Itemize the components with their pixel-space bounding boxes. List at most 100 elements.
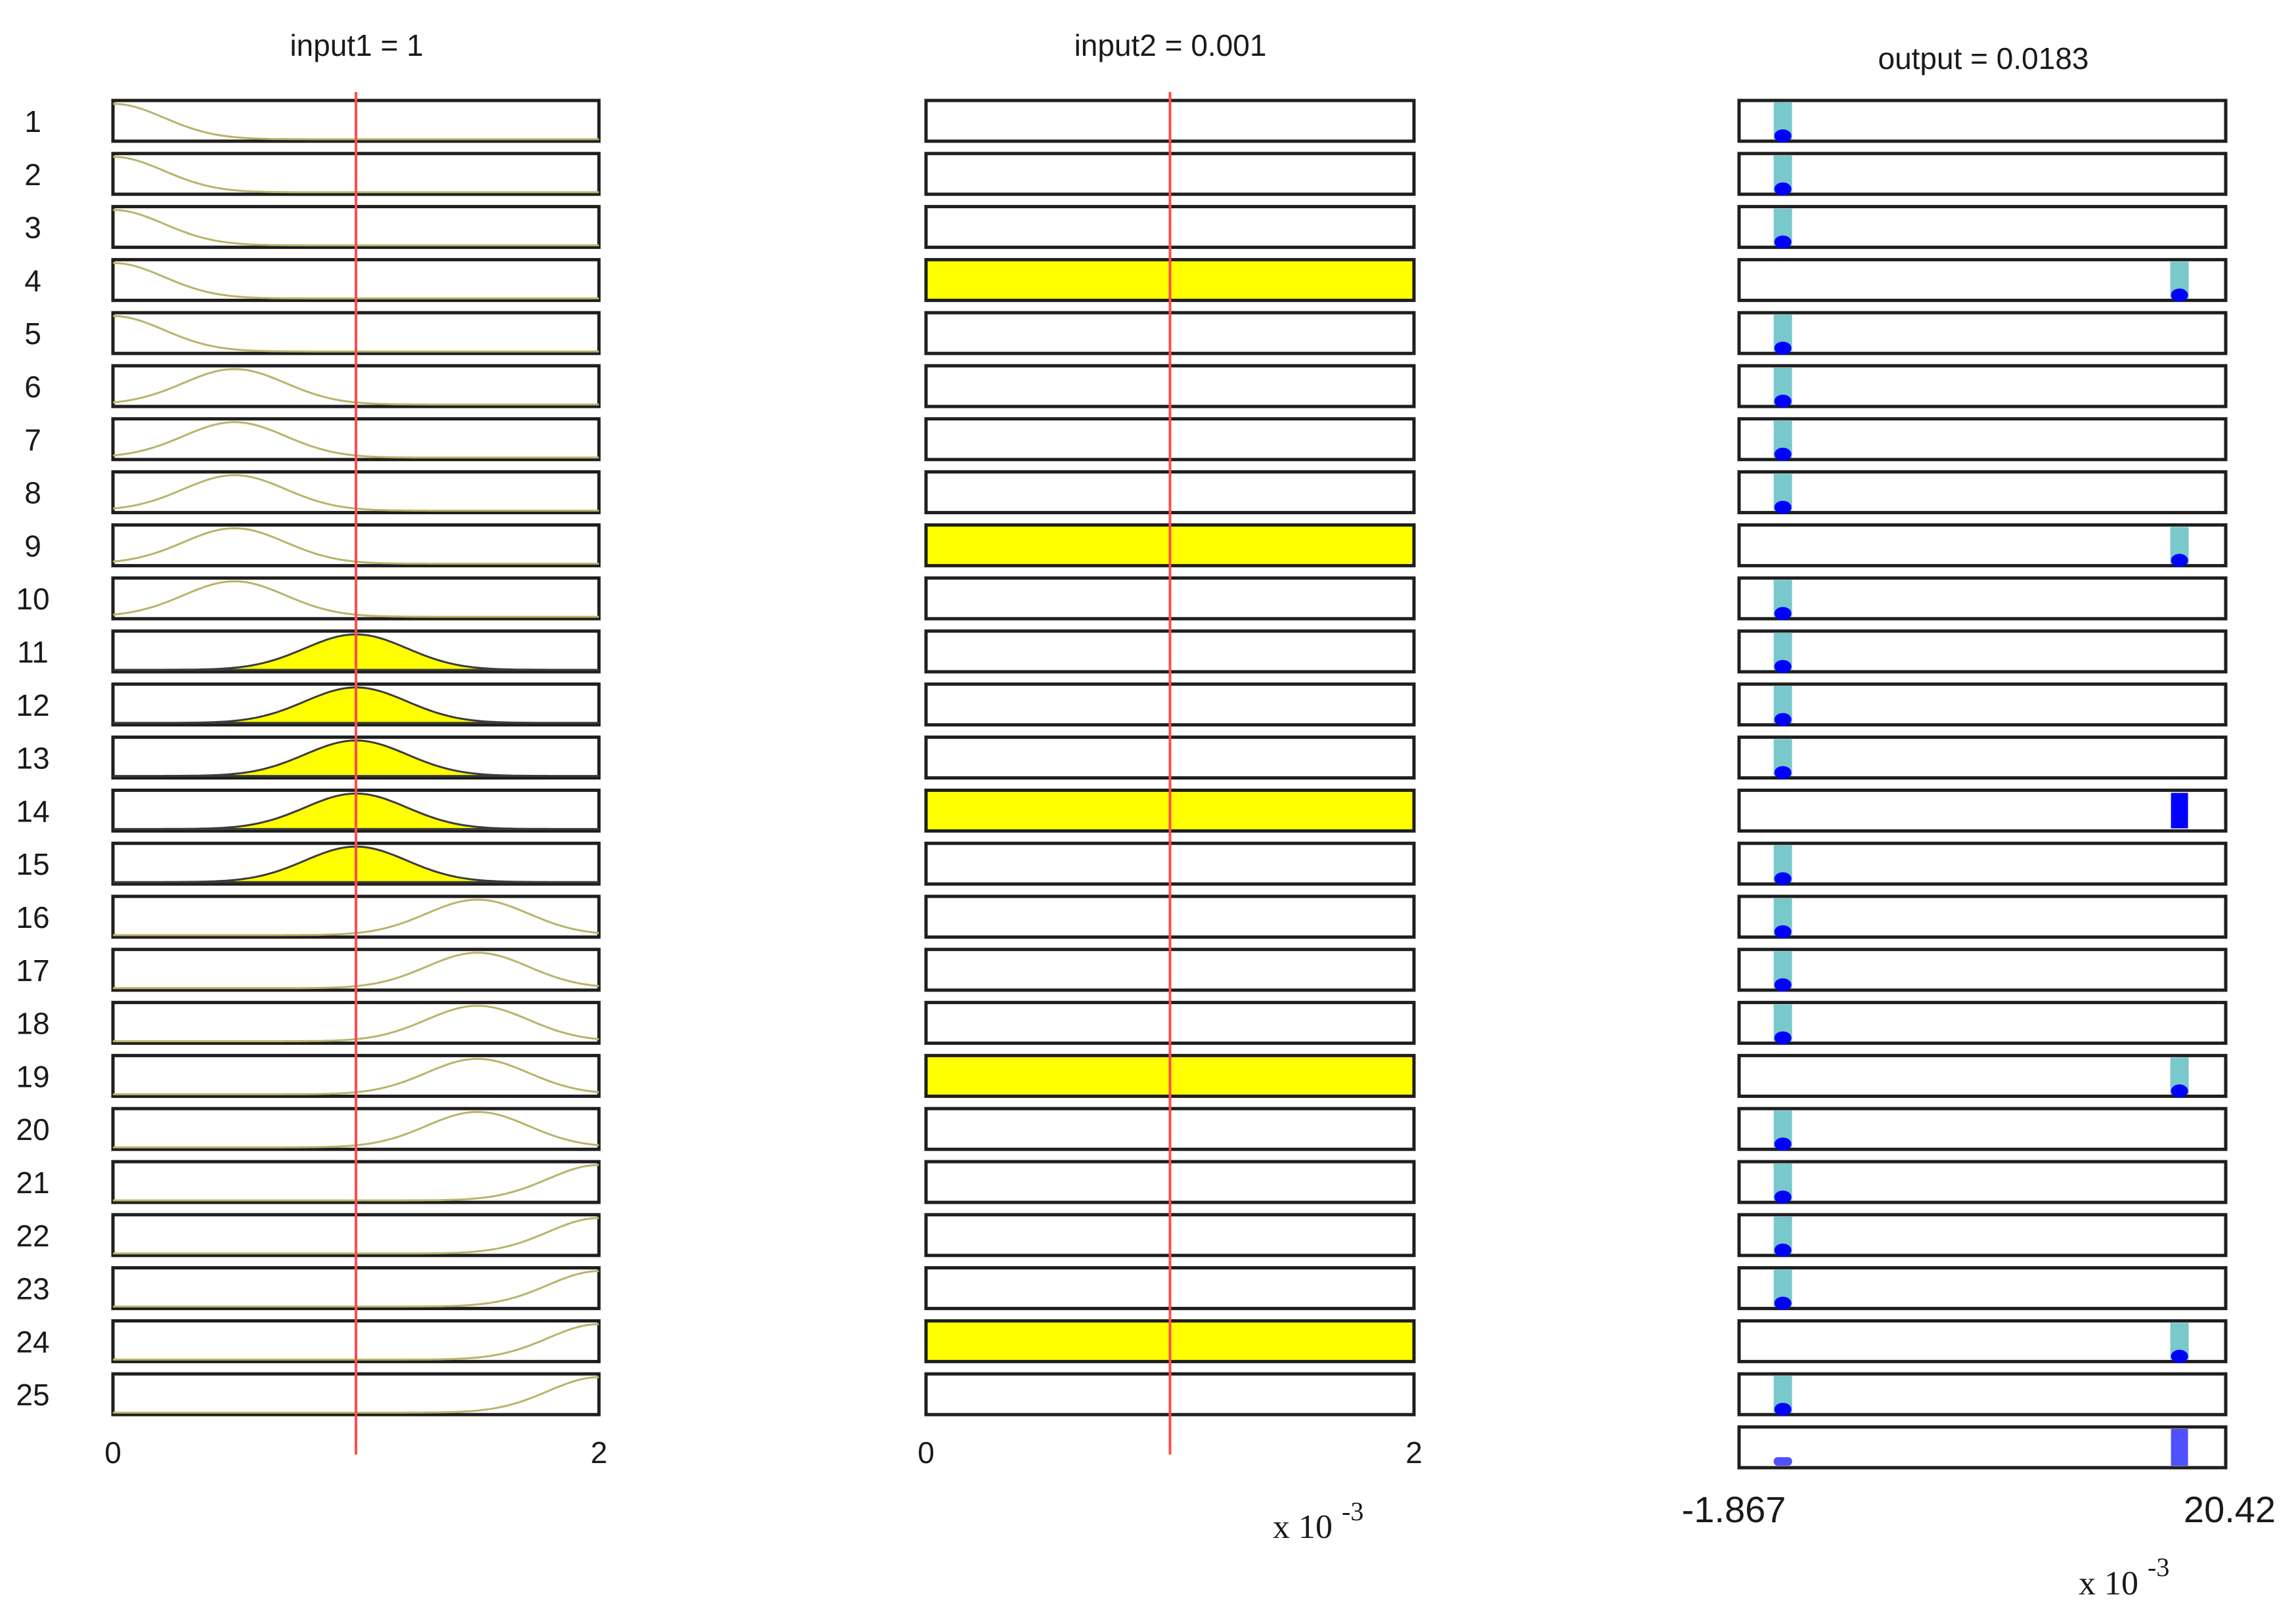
output-rule-cell[interactable]	[1737, 311, 2228, 355]
input1-column: input1 = 1 0 2	[104, 28, 607, 1470]
output-dot	[1774, 182, 1792, 196]
output-cell-frame	[1737, 576, 2228, 621]
input2-scale-exponent: -3	[1342, 1497, 1363, 1526]
rule-number: 24	[16, 1325, 49, 1359]
output-dot	[1774, 1243, 1792, 1257]
input2-tick-min: 0	[917, 1436, 935, 1470]
output-cell-frame	[1737, 841, 2228, 886]
output-rule-cell[interactable]	[1737, 1372, 2228, 1416]
output-dot	[2171, 1349, 2188, 1363]
output-cell-frame	[1737, 735, 2228, 780]
rule-number: 17	[16, 953, 49, 988]
output-dot	[1774, 1296, 1792, 1310]
output-rule-cell[interactable]	[1737, 523, 2228, 567]
rule-number: 21	[16, 1166, 49, 1200]
output-dot	[2171, 288, 2188, 302]
output-rule-cell[interactable]	[1737, 894, 2228, 939]
output-dot	[1774, 607, 1792, 621]
output-cell-frame	[1737, 523, 2228, 567]
rule-number: 4	[24, 263, 41, 297]
output-dot	[1774, 129, 1792, 142]
rule-number: 7	[24, 423, 41, 457]
output-cell-frame	[1737, 311, 2228, 355]
output-dot	[1774, 1191, 1792, 1204]
output-rule-cell[interactable]	[1737, 1266, 2228, 1311]
output-rule-cell[interactable]	[1737, 417, 2228, 462]
output-rule-cell[interactable]	[1737, 841, 2228, 886]
rule-number: 11	[17, 635, 49, 669]
input2-title: input2 = 0.001	[1074, 28, 1267, 62]
output-title: output = 0.0183	[1878, 41, 2088, 76]
output-cell-frame	[1737, 788, 2228, 833]
output-rule-cell[interactable]	[1737, 205, 2228, 250]
output-cell-frame	[1737, 1319, 2228, 1363]
output-dot	[2171, 1084, 2188, 1098]
output-dot	[1774, 1403, 1792, 1416]
output-bar-fired	[2171, 793, 2188, 829]
output-dot	[2171, 554, 2188, 567]
output-cell-frame	[1737, 99, 2228, 143]
rule-number: 19	[16, 1059, 49, 1093]
output-aggregate-cell[interactable]	[1737, 1425, 2228, 1470]
output-rule-cell[interactable]	[1737, 1107, 2228, 1151]
output-rule-cell[interactable]	[1737, 682, 2228, 727]
rule-number: 12	[16, 688, 49, 722]
output-rule-cell[interactable]	[1737, 1319, 2228, 1363]
input1-tick-min: 0	[104, 1436, 121, 1470]
output-rule-cell[interactable]	[1737, 364, 2228, 408]
output-range-min: -1.867	[1682, 1489, 1786, 1530]
output-dot	[1774, 447, 1792, 461]
output-cell-frame	[1737, 1160, 2228, 1204]
output-cell-frame	[1737, 1053, 2228, 1098]
output-rule-cell[interactable]	[1737, 948, 2228, 992]
rule-number: 23	[16, 1272, 49, 1306]
rule-number: 8	[24, 476, 41, 510]
output-dot	[1774, 1137, 1792, 1151]
output-cell-frame	[1737, 152, 2228, 196]
output-rule-cell[interactable]	[1737, 152, 2228, 196]
output-rule-cell[interactable]	[1737, 788, 2228, 833]
output-dot	[1774, 235, 1792, 249]
rule-number: 15	[16, 847, 49, 881]
input2-tick-max: 2	[1405, 1436, 1423, 1470]
output-rule-cell[interactable]	[1737, 1160, 2228, 1204]
rule-number: 14	[16, 794, 49, 828]
output-scale-exponent: -3	[2148, 1552, 2169, 1582]
output-dot	[1774, 925, 1792, 938]
rule-number: 16	[16, 900, 49, 934]
output-dot	[1774, 978, 1792, 992]
input1-tick-max: 2	[590, 1436, 607, 1470]
output-cell-frame	[1737, 470, 2228, 515]
output-rule-cell[interactable]	[1737, 1053, 2228, 1098]
rule-number: 20	[16, 1112, 49, 1147]
rule-number-column: 1234567891011121314151617181920212223242…	[16, 104, 49, 1412]
output-rule-cell[interactable]	[1737, 257, 2228, 302]
output-rule-cell[interactable]	[1737, 99, 2228, 143]
aggregate-frame	[1737, 1425, 2228, 1470]
output-dot	[1774, 660, 1792, 673]
aggregate-mark-low	[1773, 1457, 1792, 1466]
output-rule-cell[interactable]	[1737, 470, 2228, 515]
output-cell-frame	[1737, 1213, 2228, 1258]
output-cell-frame	[1737, 257, 2228, 302]
rule-number: 5	[24, 317, 41, 351]
output-rule-cell[interactable]	[1737, 576, 2228, 621]
output-cell-frame	[1737, 417, 2228, 462]
rule-number: 9	[24, 529, 41, 563]
input2-column: input2 = 0.001 0 2 x 10 -3	[917, 28, 1423, 1546]
output-rule-cell[interactable]	[1737, 1001, 2228, 1045]
rule-number: 3	[24, 211, 41, 245]
output-rule-cell[interactable]	[1737, 735, 2228, 780]
output-rule-cell[interactable]	[1737, 1213, 2228, 1258]
rule-number: 13	[16, 741, 49, 776]
output-rule-cell[interactable]	[1737, 629, 2228, 674]
output-cell-frame	[1737, 1001, 2228, 1045]
output-dot	[1774, 1031, 1792, 1045]
rule-number: 1	[24, 104, 41, 139]
output-cell-frame	[1737, 629, 2228, 674]
input1-title: input1 = 1	[290, 28, 423, 62]
aggregate-mark-high	[2171, 1429, 2188, 1466]
output-cell-frame	[1737, 894, 2228, 939]
output-range-max: 20.42	[2184, 1489, 2276, 1530]
